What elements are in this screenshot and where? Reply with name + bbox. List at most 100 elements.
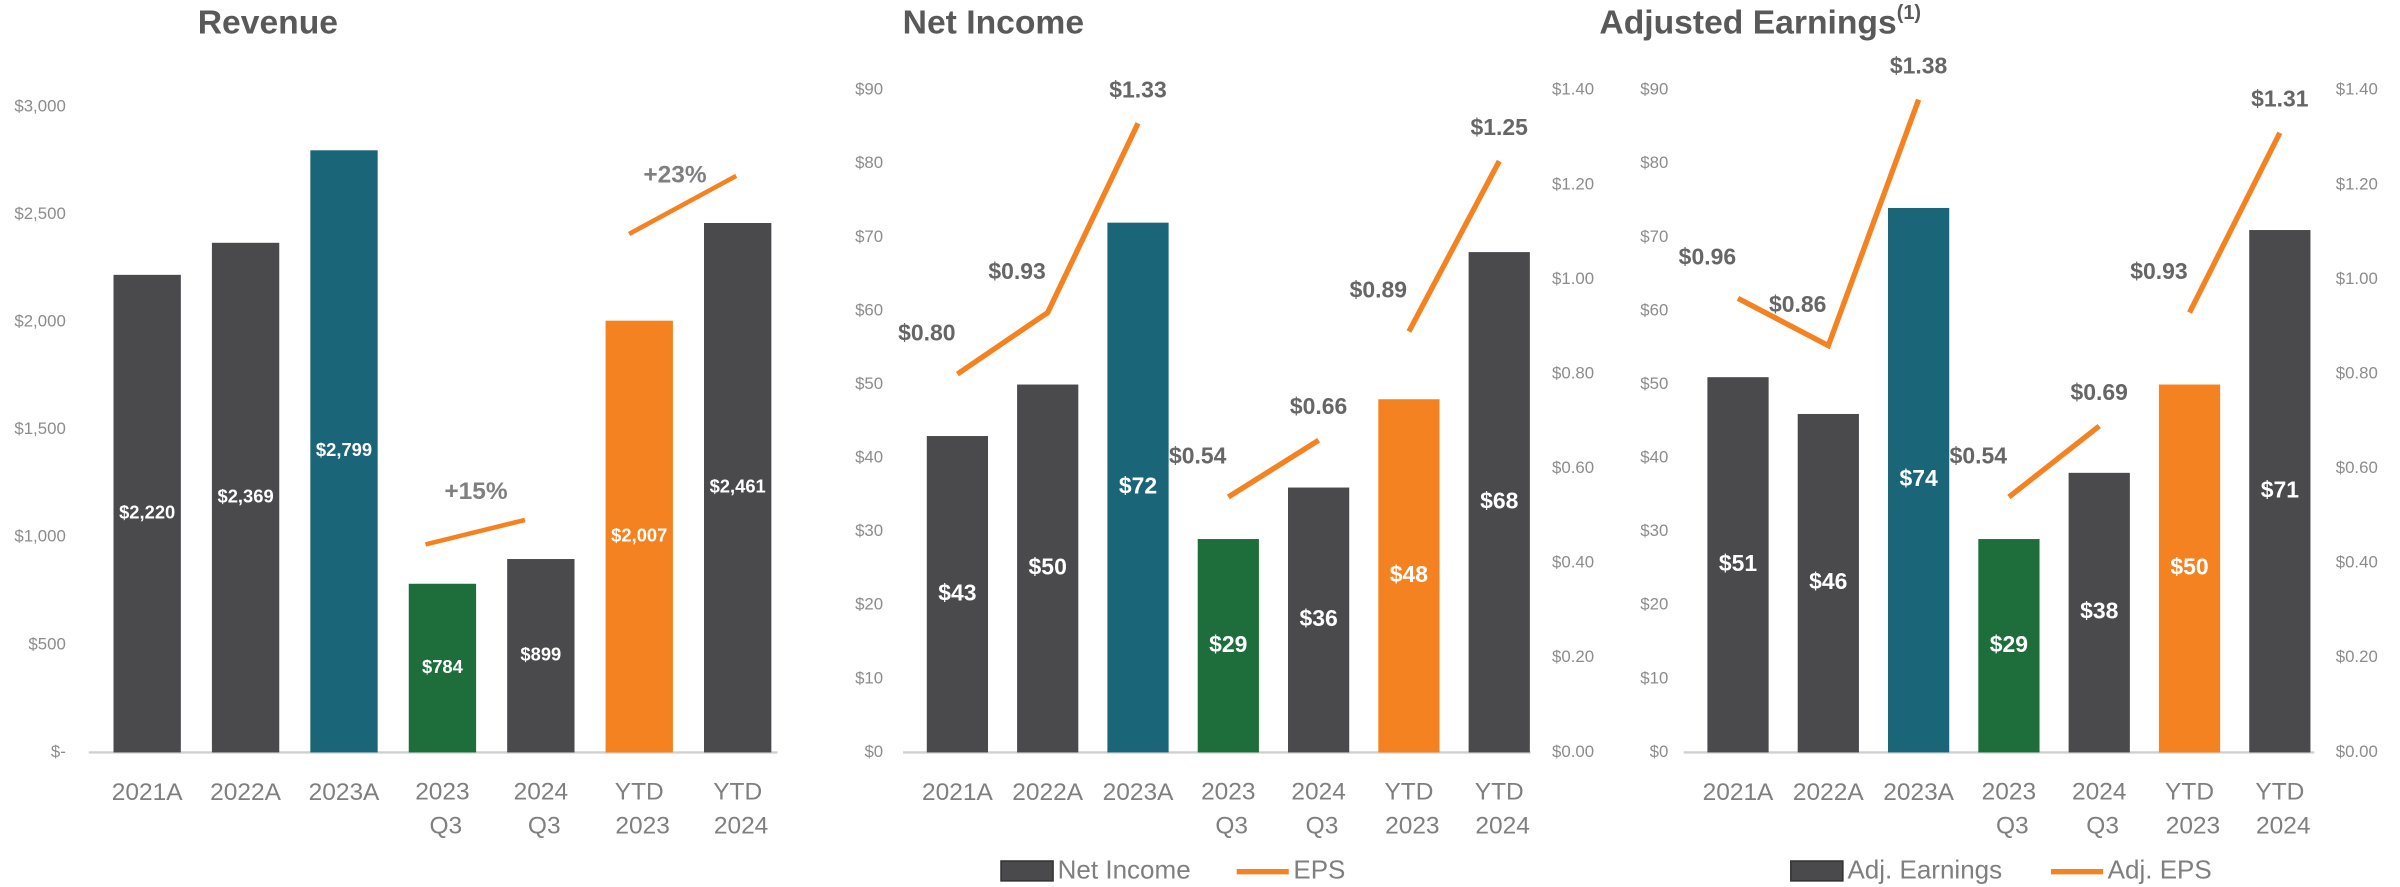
y-tick-label: $2,000 [14, 312, 65, 331]
growth-arrow [627, 173, 738, 237]
x-tick-label: 2023A [309, 779, 380, 806]
y2-tick-label: $0.20 [1552, 647, 1594, 666]
y2-tick-label: $1.20 [2336, 174, 2378, 193]
bar-value-label: $899 [520, 644, 561, 665]
y2-tick-label: $1.40 [1552, 80, 1594, 99]
eps-label: $1.31 [2251, 86, 2309, 112]
bar [310, 150, 378, 753]
y-tick-label: $1,000 [14, 527, 65, 546]
y-tick-label: $2,500 [14, 204, 65, 223]
chart-title: Net Income [903, 4, 1084, 41]
bar [2158, 384, 2221, 753]
chart-panel: Net Income $0 $10 $20 $30 $40 $50 $60 $70 $80 $90 $… [855, 4, 1594, 884]
bar-value-label: $51 [1719, 550, 1758, 576]
y-tick-label: $0 [1650, 742, 1669, 761]
bar-value-label: $2,220 [119, 501, 175, 522]
x-tick-label: 2022A [1793, 779, 1864, 806]
y-tick-label: $70 [855, 227, 883, 246]
legend-label: Adj. EPS [2108, 855, 2212, 885]
y2-tick-label: $0.60 [2336, 458, 2378, 477]
x-tick-label: 2024 Q3 [514, 779, 568, 840]
eps-label: $0.93 [988, 258, 1045, 284]
y-tick-label: $90 [855, 80, 883, 99]
eps-line [2187, 131, 2283, 314]
chart-panel: Revenue $- $500 $1,000 $1,500 $2,000 $2,500 $3,… [14, 4, 778, 840]
eps-label: $0.66 [1290, 393, 1347, 419]
bar-value-label: $74 [1899, 465, 1938, 491]
bar [408, 583, 477, 753]
bar [507, 559, 575, 753]
y-tick-label: $- [51, 742, 66, 761]
bar-value-label: $2,461 [710, 476, 766, 497]
y-tick-label: $500 [28, 634, 65, 653]
legend-swatch [1790, 860, 1844, 882]
bar [1017, 384, 1079, 753]
y2-tick-label: $0.00 [1552, 742, 1594, 761]
eps-label: $0.93 [2130, 258, 2187, 284]
bar [704, 223, 772, 753]
y-tick-label: $60 [1640, 300, 1668, 319]
bar [2068, 472, 2130, 753]
eps-label: $0.86 [1769, 291, 1826, 317]
eps-line [1226, 437, 1321, 500]
x-tick-label: 2023 Q3 [1982, 779, 2036, 840]
eps-label: $1.25 [1471, 114, 1529, 140]
x-tick-label: 2024 Q3 [1291, 779, 1345, 840]
bar [113, 274, 181, 753]
y2-tick-label: $1.00 [1552, 269, 1594, 288]
legend-label: Adj. Earnings [1847, 855, 2002, 885]
title-text: Net Income [903, 4, 1084, 41]
bar [605, 320, 673, 753]
legend-label: Net Income [1058, 855, 1191, 885]
bar-value-label: $2,799 [316, 439, 372, 460]
bar-value-label: $72 [1119, 473, 1157, 499]
y-tick-label: $3,000 [14, 96, 65, 115]
y-tick-label: $10 [855, 668, 883, 687]
y-tick-label: $80 [1640, 153, 1668, 172]
x-tick-label: 2023A [1883, 779, 1954, 806]
bar [1378, 399, 1440, 753]
bar [1797, 413, 1859, 753]
x-tick-label: 2022A [210, 779, 281, 806]
x-tick-label: 2023 Q3 [415, 779, 469, 840]
eps-line [1406, 159, 1502, 333]
y-tick-label: $30 [1640, 521, 1668, 540]
bar-value-label: $43 [938, 579, 976, 605]
title-text: Revenue [198, 4, 338, 41]
bar [1978, 539, 2040, 753]
bar-value-label: $68 [1480, 487, 1519, 513]
y2-tick-label: $0.40 [1552, 553, 1594, 572]
bar [1888, 207, 1950, 753]
x-tick-label: 2021A [922, 779, 993, 806]
growth-annotation: +15% [444, 478, 508, 505]
y2-tick-label: $0.60 [1552, 458, 1594, 477]
bar [2249, 230, 2311, 753]
y-tick-label: $20 [1640, 595, 1668, 614]
x-tick-label: YTD 2023 [1378, 779, 1439, 840]
eps-label: $1.33 [1109, 76, 1166, 102]
bar [1288, 487, 1350, 753]
y-tick-label: $50 [1640, 374, 1668, 393]
x-tick-label: 2023A [1103, 779, 1174, 806]
y2-tick-label: $0.00 [2336, 742, 2378, 761]
bar-value-label: $50 [2170, 554, 2208, 580]
eps-label: $0.54 [1169, 442, 1227, 468]
x-tick-label: YTD 2023 [2159, 779, 2220, 840]
x-tick-label: 2022A [1012, 779, 1083, 806]
eps-line [1736, 98, 1922, 350]
y2-tick-label: $0.80 [2336, 363, 2378, 382]
eps-label: $0.89 [1350, 277, 1407, 303]
bar-value-label: $48 [1390, 561, 1429, 587]
eps-label: $0.69 [2071, 379, 2128, 405]
bar-value-label: $2,369 [218, 485, 274, 506]
y-tick-label: $40 [1640, 448, 1668, 467]
y2-tick-label: $0.40 [2336, 553, 2378, 572]
y-tick-label: $60 [855, 300, 883, 319]
bar-value-label: $46 [1809, 568, 1847, 594]
bar-value-label: $29 [1990, 631, 2028, 657]
eps-label: $1.38 [1890, 53, 1948, 79]
bar [926, 436, 989, 753]
y2-tick-label: $0.20 [2336, 647, 2378, 666]
